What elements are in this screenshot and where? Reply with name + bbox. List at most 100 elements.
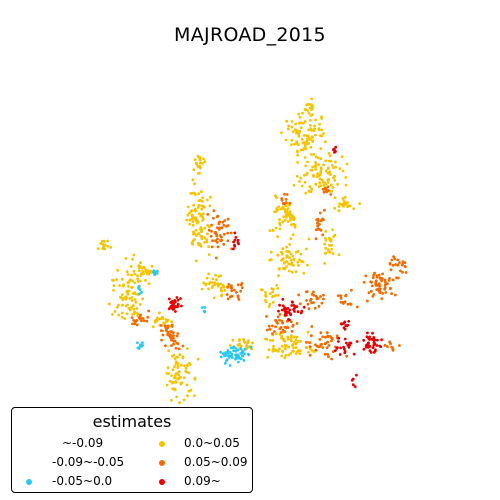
map-point: [280, 319, 284, 323]
map-point: [197, 212, 201, 216]
map-point: [203, 236, 207, 240]
map-point: [276, 253, 280, 257]
map-point: [333, 206, 336, 210]
map-point: [368, 335, 371, 339]
map-point: [192, 168, 196, 172]
map-point: [343, 337, 347, 341]
map-point: [278, 318, 281, 322]
map-point: [404, 271, 408, 274]
map-point: [350, 288, 353, 292]
map-point: [109, 246, 113, 249]
map-point: [242, 359, 246, 362]
map-point: [159, 329, 163, 332]
map-point: [326, 181, 330, 184]
map-point: [180, 304, 183, 308]
map-point: [193, 182, 197, 186]
map-point: [341, 197, 345, 200]
map-point: [400, 263, 404, 267]
map-point: [317, 304, 321, 308]
map-point: [289, 320, 293, 324]
map-point: [208, 204, 212, 208]
map-point: [181, 355, 185, 359]
map-point: [302, 134, 306, 137]
map-point: [174, 346, 178, 350]
map-point: [226, 297, 230, 301]
map-point: [229, 354, 233, 358]
map-point: [236, 294, 240, 298]
map-point: [398, 261, 401, 264]
map-point: [305, 134, 308, 138]
map-point: [298, 180, 301, 183]
map-point: [205, 238, 209, 242]
map-point: [319, 343, 323, 347]
map-point: [289, 252, 293, 256]
map-point: [390, 292, 393, 295]
map-point: [238, 343, 241, 346]
map-point: [203, 160, 207, 164]
map-point: [299, 340, 302, 343]
map-point: [291, 343, 295, 346]
map-point: [306, 103, 309, 106]
map-point: [228, 344, 232, 347]
map-point: [293, 128, 297, 132]
map-point: [175, 296, 179, 299]
map-point: [323, 242, 327, 246]
map-point: [310, 128, 313, 132]
map-point: [307, 142, 311, 145]
map-point: [187, 371, 191, 375]
map-point: [184, 366, 188, 370]
map-point: [355, 305, 359, 309]
map-point: [145, 319, 149, 323]
map-point: [298, 130, 302, 133]
map-point: [234, 357, 237, 361]
cyan-dot-icon: [26, 479, 32, 485]
map-point: [207, 245, 211, 249]
map-point: [277, 293, 280, 297]
map-point: [176, 355, 179, 359]
map-point: [205, 240, 209, 244]
map-point: [202, 157, 205, 161]
map-point: [103, 247, 107, 251]
map-point: [186, 205, 190, 209]
map-point: [271, 339, 275, 342]
map-point: [341, 300, 345, 304]
map-point: [137, 266, 141, 270]
map-point: [333, 196, 337, 200]
map-point: [274, 325, 277, 329]
map-point: [178, 401, 182, 405]
map-point: [159, 324, 163, 327]
map-point: [296, 249, 300, 253]
map-point: [177, 377, 181, 381]
map-point: [332, 166, 336, 170]
yellow-dot-icon: [159, 441, 165, 447]
map-point: [125, 312, 129, 316]
legend-label: 0.05~0.09: [184, 455, 248, 469]
map-point: [327, 244, 331, 247]
map-point: [323, 342, 327, 346]
map-point: [173, 387, 177, 391]
map-point: [296, 143, 300, 147]
map-point: [295, 341, 298, 345]
map-point: [190, 241, 194, 245]
map-point: [106, 239, 110, 243]
map-point: [187, 361, 191, 365]
map-point: [345, 354, 348, 358]
map-point: [284, 204, 288, 208]
legend-label: ~-0.09: [62, 436, 104, 450]
map-point: [320, 301, 324, 305]
map-point: [371, 331, 374, 335]
map-point: [120, 296, 123, 300]
map-point: [312, 290, 315, 294]
map-point: [314, 182, 318, 186]
map-point: [288, 256, 291, 260]
map-title: MAJROAD_2015: [174, 24, 326, 46]
map-point: [193, 191, 197, 195]
map-point: [177, 373, 181, 377]
map-point: [274, 226, 278, 230]
map-point: [175, 334, 179, 338]
map-point: [290, 329, 294, 333]
map-point: [371, 276, 375, 280]
map-point: [336, 346, 339, 350]
map-point: [308, 123, 312, 127]
map-point: [292, 183, 296, 187]
